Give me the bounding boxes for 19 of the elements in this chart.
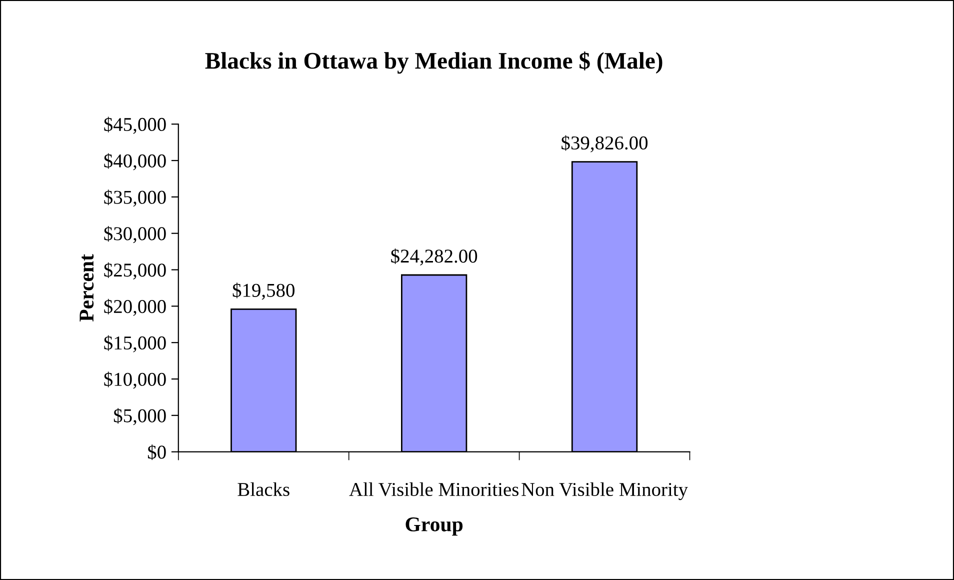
y-tick-label: $10,000 xyxy=(104,372,166,389)
y-tick-label: $45,000 xyxy=(104,116,166,134)
x-tick-label: Non Visible Minority xyxy=(522,482,688,500)
chart-title: Blacks in Ottawa by Median Income $ (Male) xyxy=(205,51,662,74)
y-tick-label: $0 xyxy=(148,444,166,460)
data-label: $39,826.00 xyxy=(562,135,648,152)
y-tick-label: $5,000 xyxy=(114,408,166,426)
y-tick-label: $25,000 xyxy=(104,262,166,280)
data-label: $19,580 xyxy=(232,282,294,300)
data-label: $24,282.00 xyxy=(391,248,478,266)
y-tick-label: $30,000 xyxy=(104,226,166,244)
y-axis-title: Percent xyxy=(80,254,94,322)
y-tick-label: $40,000 xyxy=(104,153,166,170)
y-tick-label: $20,000 xyxy=(104,298,166,316)
x-tick-label: Blacks xyxy=(238,482,290,496)
y-tick-label: $35,000 xyxy=(104,190,166,207)
y-tick-label: $15,000 xyxy=(104,335,166,352)
x-tick-label: All Visible Minorities xyxy=(349,482,518,496)
x-axis-title: Group xyxy=(406,517,463,536)
